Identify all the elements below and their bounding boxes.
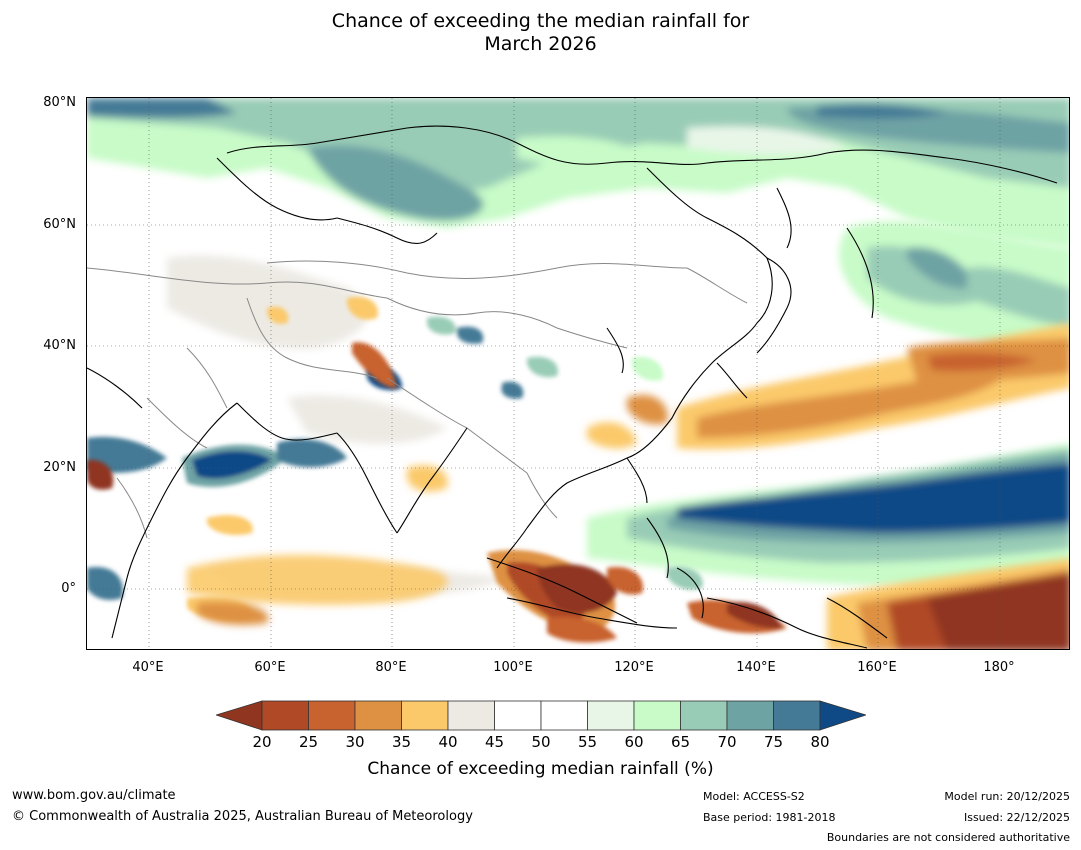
title-line-1: Chance of exceeding the median rainfall … [331, 10, 750, 32]
colorbar-tick-label: 70 [717, 733, 737, 751]
west-pacific-dry-band [677, 323, 1069, 450]
colorbar-tick-label: 50 [531, 733, 551, 751]
colorbar-cell [401, 700, 449, 731]
colorbar-tick-label: 55 [577, 733, 598, 751]
footer-base-period: Base period: 1981-2018 [703, 811, 836, 824]
colorbar-cell [773, 700, 821, 731]
colorbar-tick-label: 60 [624, 733, 644, 751]
lon-label-80e: 80°E [375, 660, 407, 675]
colorbar-tick-label: 40 [438, 733, 458, 751]
lon-label-60e: 60°E [254, 660, 286, 675]
lon-label-120e: 120°E [614, 660, 654, 675]
colorbar-tick-label: 30 [345, 733, 365, 751]
lat-label-60n: 60°N [43, 217, 76, 232]
footer-url: www.bom.gov.au/climate [12, 788, 176, 803]
sw-pacific-dry [827, 558, 1069, 649]
lon-label-100e: 100°E [493, 660, 533, 675]
lat-label-0: 0° [61, 581, 76, 596]
colorbar-tick-label: 80 [810, 733, 830, 751]
map-canvas [87, 98, 1069, 649]
colorbar-cell [354, 700, 402, 731]
graticule [87, 98, 1069, 649]
lat-label-40n: 40°N [43, 338, 76, 353]
map-title: Chance of exceeding the median rainfall … [0, 10, 1081, 56]
colorbar-cell [680, 700, 728, 731]
country-borders [87, 260, 748, 539]
footer-copyright: © Commonwealth of Australia 2025, Austra… [12, 809, 473, 824]
tibet-wet-patches [427, 316, 663, 399]
rainfall-map [86, 97, 1070, 650]
colorbar-label: Chance of exceeding median rainfall (%) [367, 759, 714, 779]
footer-model: Model: ACCESS-S2 [703, 790, 805, 803]
tropical-pacific-wet-band [587, 443, 1069, 587]
coastlines [87, 125, 1058, 649]
colorbar-tick-label: 75 [763, 733, 784, 751]
colorbar-cell [633, 700, 681, 731]
colorbar-tick-label: 35 [391, 733, 412, 751]
colorbar-cell [726, 700, 774, 731]
colorbar-cell [494, 700, 542, 731]
ne-pacific-wet [839, 221, 1069, 348]
colorbar-cell [261, 700, 309, 731]
colorbar-tick-label: 65 [670, 733, 691, 751]
colorbar-cell [540, 700, 588, 731]
colorbar-tick-label: 25 [298, 733, 319, 751]
colorbar-extend-high [819, 700, 866, 731]
lon-label-160e: 160°E [857, 660, 897, 675]
colorbar-cell [587, 700, 635, 731]
title-line-2: March 2026 [484, 33, 597, 55]
colorbar-tick-label: 20 [252, 733, 272, 751]
arabia-wet [87, 366, 402, 600]
indian-ocean-dry [187, 394, 668, 625]
lat-label-80n: 80°N [43, 95, 76, 110]
lon-label-40e: 40°E [132, 660, 164, 675]
lon-label-180: 180° [983, 660, 1015, 675]
footer-model-run: Model run: 20/12/2025 [944, 790, 1070, 803]
colorbar-extend-low [216, 700, 263, 731]
colorbar-tick-label: 45 [484, 733, 505, 751]
lon-label-140e: 140°E [736, 660, 776, 675]
colorbar-cell [308, 700, 356, 731]
footer-disclaimer: Boundaries are not considered authoritat… [826, 831, 1070, 844]
colorbar-cell [447, 700, 495, 731]
footer-issued: Issued: 22/12/2025 [963, 811, 1070, 824]
lat-label-20n: 20°N [43, 460, 76, 475]
north-wet-belt [87, 98, 1069, 248]
colorbar-cells [261, 700, 821, 731]
colorbar [216, 700, 866, 731]
maritime-continent-dry [487, 549, 787, 643]
